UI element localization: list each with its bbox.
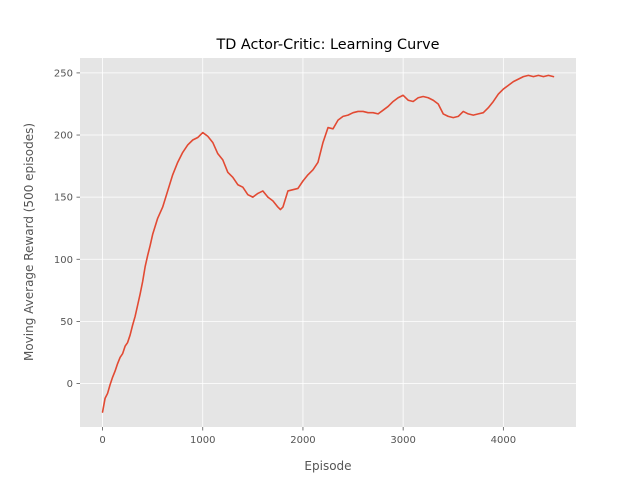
x-gridlines [102,58,504,427]
plot-area [80,58,576,427]
x-tick-label: 4000 [491,435,516,446]
y-tick-label: 150 [54,193,73,204]
y-tick-label: 0 [67,379,73,390]
x-axis-label: Episode [304,459,351,473]
x-tick-label: 3000 [390,435,415,446]
y-tick-label: 250 [54,68,73,79]
x-tick-label: 2000 [290,435,315,446]
reward-series-line [101,74,555,413]
y-tick-label: 100 [54,255,73,266]
x-tick-labels: 0 1000 2000 3000 4000 [99,427,516,446]
series-group [101,74,555,413]
x-tick-label: 0 [99,435,105,446]
x-tick-label: 1000 [190,435,215,446]
y-gridlines [80,72,576,384]
chart-title: TD Actor-Critic: Learning Curve [215,37,439,53]
y-tick-labels: 0 50 100 150 200 250 [54,68,80,390]
y-tick-label: 200 [54,131,73,142]
y-axis-label: Moving Average Reward (500 episodes) [22,123,36,361]
y-tick-label: 50 [60,317,73,328]
